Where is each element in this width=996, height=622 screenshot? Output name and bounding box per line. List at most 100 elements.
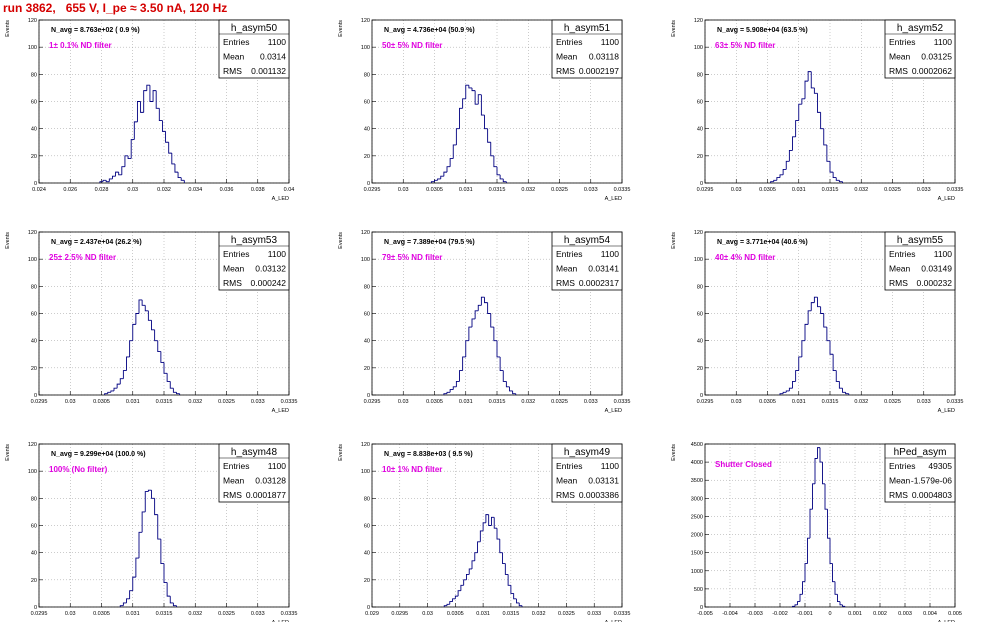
histogram-bin xyxy=(488,514,492,526)
histogram-bin xyxy=(496,166,501,176)
histogram-bin xyxy=(804,323,809,341)
histogram-bin xyxy=(810,71,815,89)
x-tick-label: 0.032 xyxy=(188,611,202,617)
histogram-bin xyxy=(146,84,150,91)
stats-value: 0.0002062 xyxy=(912,66,952,76)
y-tick-label: 80 xyxy=(31,496,37,502)
histogram-bin xyxy=(118,172,122,176)
stats-box-frame xyxy=(218,19,290,79)
stats-value: 0.03141 xyxy=(588,264,619,274)
histogram-bin xyxy=(152,90,157,102)
histogram-bin xyxy=(477,304,482,311)
histogram-bin xyxy=(832,354,837,371)
y-tick-label: 20 xyxy=(697,154,703,160)
stats-value: 0.03125 xyxy=(921,52,952,62)
x-tick-label: 0.0305 xyxy=(93,399,110,405)
y-axis-label: Events xyxy=(338,20,344,37)
x-tick-label: 0.002 xyxy=(873,611,887,617)
x-tick-label: 0.0335 xyxy=(614,187,631,193)
histogram-bin xyxy=(813,296,818,303)
histogram-bin xyxy=(823,128,827,146)
histogram-bin xyxy=(496,340,501,358)
histogram-bin xyxy=(504,563,509,575)
y-tick-label: 60 xyxy=(364,312,370,318)
histogram-pad-h_asym53: 0.0295 0.03 0.0305 0.031 0.0315 0.032 0.0325 0.… xyxy=(5,230,297,414)
histogram-bin xyxy=(819,447,823,463)
histogram-bin xyxy=(126,598,130,603)
nav-annotation: N_avg = 7.389e+04 (79.5 %) xyxy=(384,239,475,246)
histogram-bin xyxy=(813,87,818,94)
filter-annotation: 40± 4% ND filter xyxy=(715,253,775,262)
histogram-bin xyxy=(121,166,125,175)
y-tick-label: 80 xyxy=(697,284,703,290)
y-tick-label: 60 xyxy=(31,100,37,106)
y-tick-label: 20 xyxy=(364,578,370,584)
x-tick-label: 0.0325 xyxy=(884,399,901,405)
stats-key: Entries xyxy=(889,461,915,471)
x-tick-label: 0.0335 xyxy=(947,187,964,193)
histogram-bin xyxy=(465,84,469,99)
stats-value: 0.0002317 xyxy=(579,278,619,288)
stats-value: 1100 xyxy=(601,461,620,471)
y-tick-label: 500 xyxy=(694,587,703,593)
histogram-bin xyxy=(434,179,438,182)
histogram-bin xyxy=(437,178,441,181)
x-tick-label: 0.001 xyxy=(848,611,862,617)
stats-value: 1100 xyxy=(601,249,620,259)
histogram-bin xyxy=(160,351,164,363)
y-tick-label: 100 xyxy=(694,45,703,51)
x-axis-label: A_LED xyxy=(605,620,622,622)
stats-value: 0.0001877 xyxy=(246,490,286,500)
histogram-bin xyxy=(440,175,444,179)
x-tick-label: -0.004 xyxy=(722,611,738,617)
histogram-bin xyxy=(105,180,110,183)
stats-value: -1.579e-06 xyxy=(911,476,952,486)
y-tick-label: 40 xyxy=(697,127,703,133)
histogram-bin xyxy=(785,390,790,393)
x-tick-label: 0.004 xyxy=(923,611,937,617)
stats-value: 1100 xyxy=(268,249,287,259)
histogram-bin xyxy=(141,511,146,533)
y-tick-label: 0 xyxy=(34,605,37,611)
histogram-bin xyxy=(799,593,803,602)
y-tick-label: 2500 xyxy=(691,514,703,520)
histogram-bin xyxy=(138,531,143,559)
histogram-bin xyxy=(487,128,491,143)
stats-key: RMS xyxy=(556,490,575,500)
filter-annotation: 100% (No filter) xyxy=(49,465,108,474)
stats-key: RMS xyxy=(223,66,242,76)
histogram-bin xyxy=(832,172,837,179)
y-tick-label: 0 xyxy=(367,605,370,611)
y-tick-label: 20 xyxy=(31,366,37,372)
y-tick-label: 40 xyxy=(364,127,370,133)
histogram-bin xyxy=(130,139,135,159)
x-tick-label: 0.0295 xyxy=(697,187,714,193)
histogram-bin xyxy=(166,373,171,382)
histogram-bin xyxy=(479,530,484,542)
histogram-bin xyxy=(452,598,456,602)
histogram-bin xyxy=(835,177,840,181)
y-tick-label: 120 xyxy=(694,18,703,24)
histogram-bin xyxy=(493,517,497,529)
nav-annotation: N_avg = 5.908e+04 (63.5 %) xyxy=(717,27,808,34)
x-tick-label: 0.031 xyxy=(126,399,140,405)
histogram-bin xyxy=(817,447,820,459)
stats-key: RMS xyxy=(889,66,908,76)
x-axis-label: A_LED xyxy=(272,408,289,414)
y-tick-label: 120 xyxy=(361,230,370,236)
histogram-bin xyxy=(502,178,507,183)
histogram-bin xyxy=(457,590,461,597)
y-tick-label: 0 xyxy=(367,181,370,187)
histogram-bin xyxy=(822,462,825,485)
x-tick-label: 0.03 xyxy=(731,187,742,193)
histogram-bin xyxy=(144,305,149,312)
histogram-bin xyxy=(446,603,450,606)
x-tick-label: 0.0335 xyxy=(281,399,298,405)
y-axis-label: Events xyxy=(5,232,11,249)
histogram-bin xyxy=(482,522,486,531)
y-tick-label: 0 xyxy=(700,393,703,399)
histogram-bin xyxy=(487,302,491,314)
y-tick-label: 120 xyxy=(28,442,37,448)
histogram-bin xyxy=(127,155,132,159)
stats-title: h_asym48 xyxy=(231,447,278,458)
